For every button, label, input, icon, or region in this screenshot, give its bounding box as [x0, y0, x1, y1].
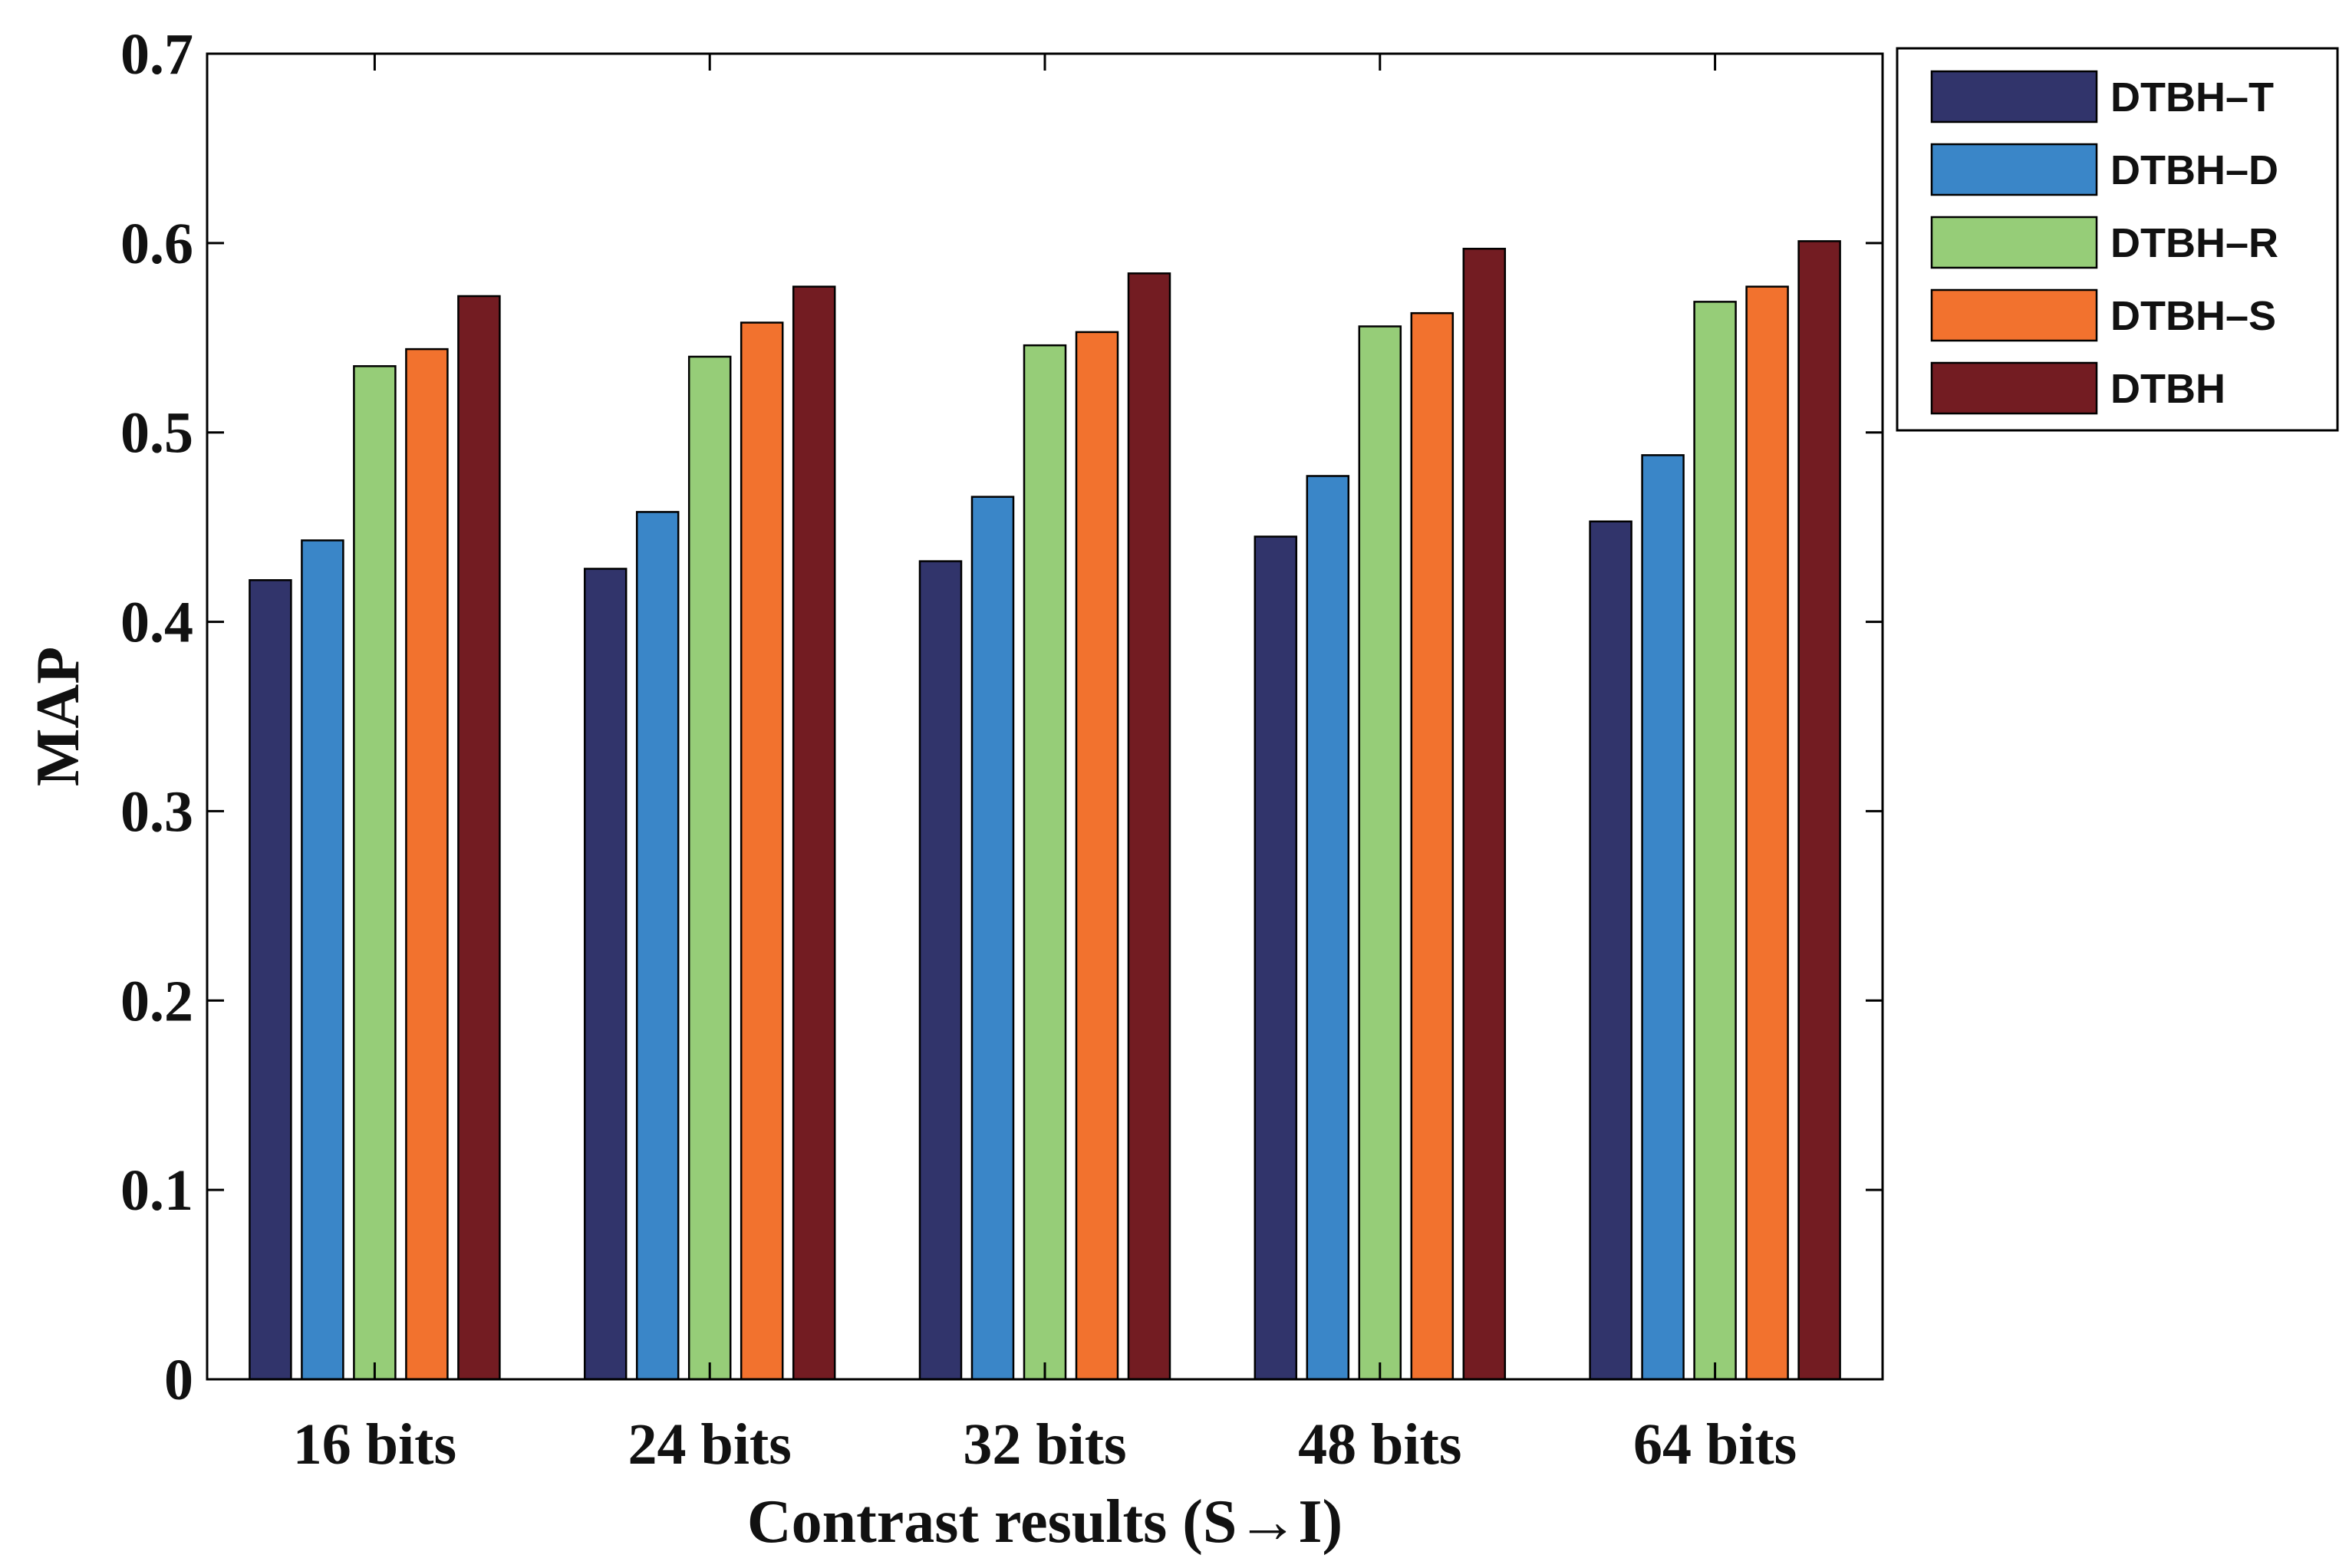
y-tick-label-1: 0.1 — [120, 1158, 193, 1223]
legend-label-4: DTBH — [2110, 366, 2225, 412]
legend-swatch-2 — [1930, 216, 2098, 269]
bar-s4-c4 — [1797, 240, 1841, 1381]
bar-s0-c3 — [1254, 535, 1298, 1381]
x-tick-label-0: 16 bits — [293, 1412, 456, 1477]
bar-s2-c1 — [687, 355, 732, 1381]
bar-s2-c2 — [1023, 344, 1067, 1381]
y-tick-label-6: 0.6 — [120, 212, 193, 276]
legend-swatch-0 — [1930, 70, 2098, 124]
x-tick-label-3: 48 bits — [1298, 1412, 1461, 1477]
x-tick-label-1: 24 bits — [628, 1412, 792, 1477]
y-tick-label-7: 0.7 — [120, 22, 193, 87]
bar-s0-c4 — [1589, 520, 1632, 1381]
bar-s3-c1 — [740, 321, 784, 1381]
legend-label-1: DTBH–D — [2110, 147, 2278, 193]
bar-s0-c2 — [918, 560, 963, 1381]
bars-layer — [249, 240, 1841, 1381]
bar-s2-c4 — [1693, 301, 1737, 1381]
bar-s4-c3 — [1462, 248, 1507, 1381]
y-axis: 0 0.1 0.2 0.3 0.4 0.5 0.6 0.7 — [120, 22, 1883, 1412]
legend-label-2: DTBH–R — [2110, 220, 2278, 266]
bar-s4-c1 — [792, 285, 836, 1381]
y-tick-label-2: 0.2 — [120, 969, 193, 1033]
bar-s3-c3 — [1410, 311, 1455, 1381]
x-axis: 16 bits 24 bits 32 bits 48 bits 64 bits — [293, 54, 1797, 1477]
y-tick-label-0: 0 — [164, 1348, 193, 1412]
y-tick-label-5: 0.5 — [120, 401, 193, 466]
bar-s1-c3 — [1306, 475, 1350, 1381]
y-tick-label-3: 0.3 — [120, 779, 193, 844]
legend-label-3: DTBH–S — [2110, 293, 2276, 339]
legend-swatch-3 — [1930, 288, 2098, 342]
bar-s1-c1 — [635, 511, 680, 1381]
bar-s2-c3 — [1358, 325, 1402, 1381]
bar-s1-c4 — [1641, 454, 1685, 1381]
y-axis-title: MAP — [25, 647, 92, 786]
bar-s1-c0 — [301, 539, 344, 1381]
x-axis-title: Contrast results (S→I) — [747, 1488, 1343, 1556]
legend: DTBH–T DTBH–D DTBH–R DTBH–S DTBH — [1896, 47, 2339, 432]
x-tick-label-2: 32 bits — [963, 1412, 1126, 1477]
bar-s4-c0 — [457, 295, 501, 1381]
legend-label-0: DTBH–T — [2110, 74, 2274, 120]
y-tick-label-4: 0.4 — [120, 591, 193, 655]
bar-s3-c0 — [405, 348, 449, 1381]
legend-swatch-4 — [1930, 361, 2098, 415]
bar-s0-c0 — [249, 579, 292, 1381]
x-tick-label-4: 64 bits — [1633, 1412, 1797, 1477]
bar-s4-c2 — [1127, 272, 1171, 1381]
legend-swatch-1 — [1930, 143, 2098, 196]
bar-s2-c0 — [353, 365, 397, 1381]
bar-s1-c2 — [970, 496, 1015, 1381]
bar-s3-c2 — [1075, 331, 1119, 1381]
bar-s0-c1 — [583, 568, 628, 1381]
bar-s3-c4 — [1745, 285, 1789, 1381]
